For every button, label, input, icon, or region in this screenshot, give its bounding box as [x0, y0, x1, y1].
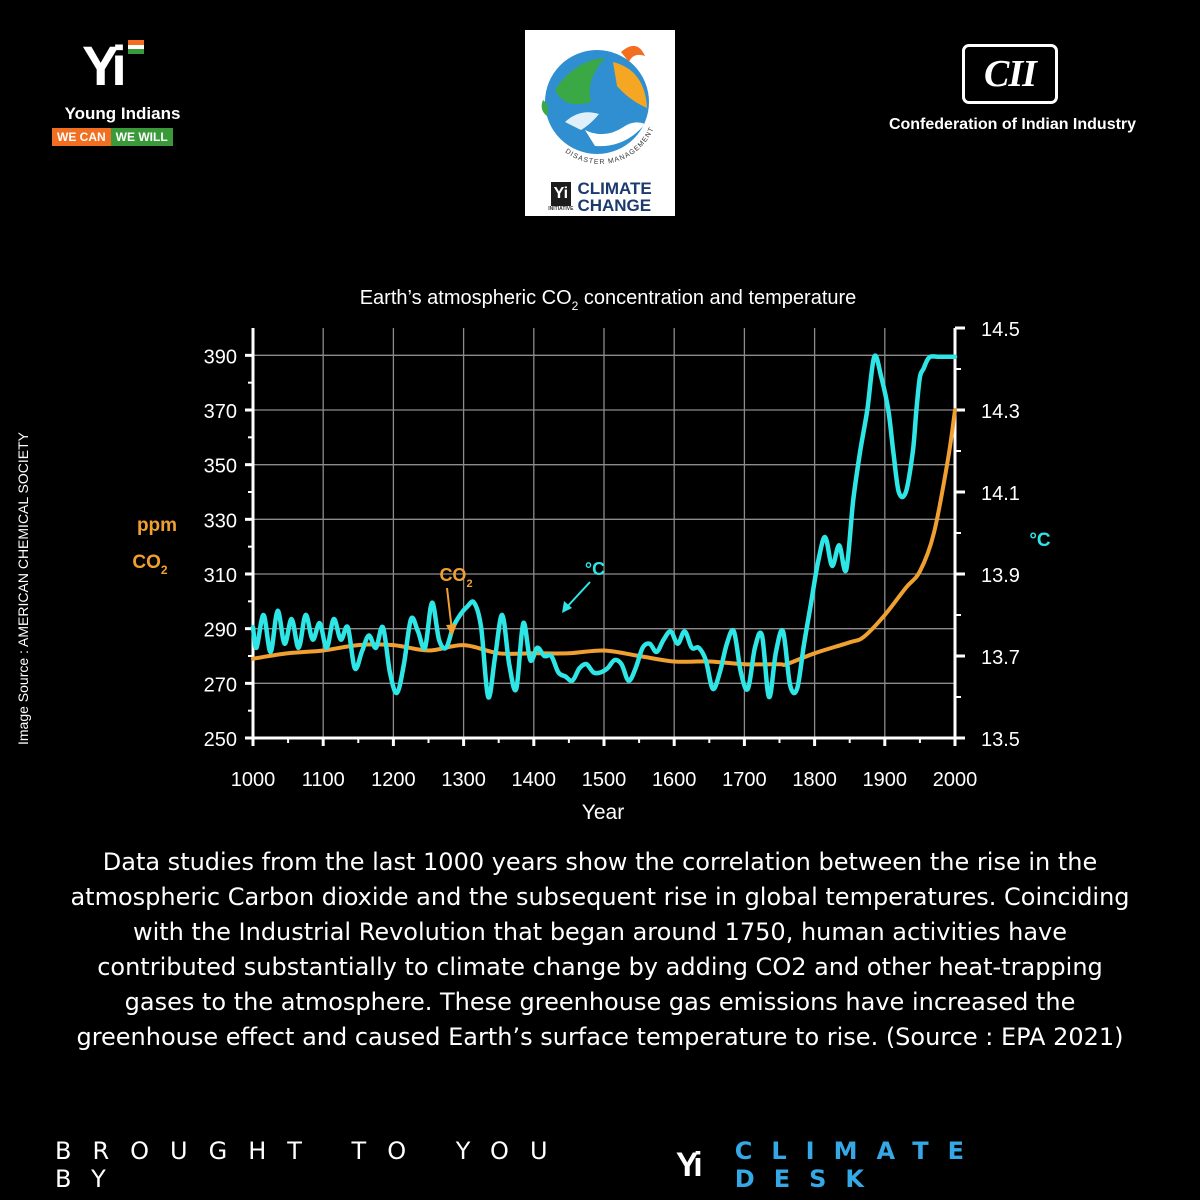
left-tick-label: 270 — [204, 674, 237, 696]
left-axis-ticks: 250 270 290 310 330 350 370 390 — [204, 346, 253, 751]
footer-yi-mark: Yi — [675, 1145, 703, 1184]
left-tick-label: 330 — [204, 510, 237, 532]
globe-hands-emblem-icon: DISASTER MANAGEMENT — [541, 45, 655, 166]
x-tick-label: 1000 — [231, 769, 276, 791]
temp-annotation-arrowhead — [562, 601, 572, 613]
right-tick-label: 14.1 — [981, 483, 1020, 505]
logo-climate: CLIMATE — [577, 179, 652, 198]
right-tick-label: 13.5 — [981, 729, 1020, 751]
temp-annotation: °C — [562, 559, 605, 613]
co2-annotation: CO2 — [439, 565, 473, 636]
x-tick-label: 1800 — [792, 769, 837, 791]
co2-annotation-label: CO2 — [439, 565, 472, 590]
x-tick-label: 1300 — [441, 769, 486, 791]
logo-initiative: INITIATIVE — [548, 206, 574, 212]
x-tick-label: 1100 — [302, 769, 345, 791]
left-tick-label: 350 — [204, 456, 237, 478]
climate-change-initiative-logo: DISASTER MANAGEMENT Yi INITIATIVE CLIMAT… — [525, 30, 675, 216]
right-tick-label: 13.7 — [981, 647, 1020, 669]
x-tick-label: 1700 — [722, 769, 767, 791]
x-tick-label: 2000 — [933, 769, 978, 791]
co2-temperature-chart: Earth’s atmospheric CO2 concentration an… — [132, 287, 1051, 824]
cii-mark: CII — [962, 44, 1058, 104]
x-axis-label: Year — [582, 801, 624, 824]
x-tick-label: 1500 — [582, 769, 627, 791]
cii-name: Confederation of Indian Industry — [888, 116, 1137, 133]
x-tick-label: 1200 — [371, 769, 416, 791]
yi-slogan-we-can: WE CAN — [52, 128, 111, 146]
temp-annotation-arrow — [565, 581, 591, 609]
footer-climate-desk: CLIMATE DESK — [734, 1137, 983, 1193]
logo-change: CHANGE — [577, 196, 652, 215]
left-tick-label: 390 — [204, 346, 237, 368]
x-tick-label: 1400 — [512, 769, 557, 791]
footer-lead: BROUGHT TO YOU BY — [55, 1137, 569, 1193]
yi-slogan: WE CAN WE WILL — [52, 128, 173, 146]
yi-slogan-we-will: WE WILL — [110, 128, 173, 146]
left-tick-label: 370 — [204, 401, 237, 423]
caption-text: Data studies from the last 1000 years sh… — [70, 848, 1130, 1051]
cii-logo: CII Confederation of Indian Industry — [875, 44, 1150, 139]
right-tick-label: 14.3 — [981, 401, 1020, 423]
right-axis-ticks: 13.5 13.7 13.9 14.1 14.3 14.5 — [955, 319, 1020, 751]
x-tick-label: 1900 — [863, 769, 908, 791]
co2-series-line — [251, 408, 957, 667]
india-flag-icon — [128, 40, 144, 54]
yi-name: Young Indians — [64, 104, 181, 123]
temp-series-line — [250, 353, 958, 700]
left-axis-label-co2: CO2 — [132, 552, 168, 577]
left-tick-label: 250 — [204, 729, 237, 751]
left-axis-label-ppm: ppm — [137, 515, 177, 536]
co2-annotation-arrow — [446, 587, 453, 632]
logo-yi: Yi — [550, 182, 572, 206]
x-axis-ticks: 1000 1100 1200 1300 1400 1500 1600 1700 1800 1900… — [231, 738, 978, 791]
temp-annotation-label: °C — [585, 559, 605, 579]
young-indians-logo: Yi Young Indians WE CAN WE WILL — [50, 36, 195, 151]
co2-annotation-arrowhead — [446, 624, 457, 636]
x-tick-label: 1600 — [652, 769, 697, 791]
left-tick-label: 290 — [204, 620, 237, 642]
left-tick-label: 310 — [204, 565, 237, 587]
right-axis-label: °C — [1029, 530, 1051, 551]
yi-mark: Yi — [82, 34, 127, 97]
chart-title: Earth’s atmospheric CO2 concentration an… — [360, 287, 857, 313]
chart-series — [250, 353, 958, 700]
right-tick-label: 13.9 — [981, 565, 1020, 587]
footer-credit: BROUGHT TO YOU BY Yi CLIMATE DESK — [55, 1137, 1155, 1193]
climate-change-wordmark: Yi INITIATIVE CLIMATE CHANGE — [525, 180, 675, 214]
right-tick-label: 14.5 — [981, 319, 1020, 341]
